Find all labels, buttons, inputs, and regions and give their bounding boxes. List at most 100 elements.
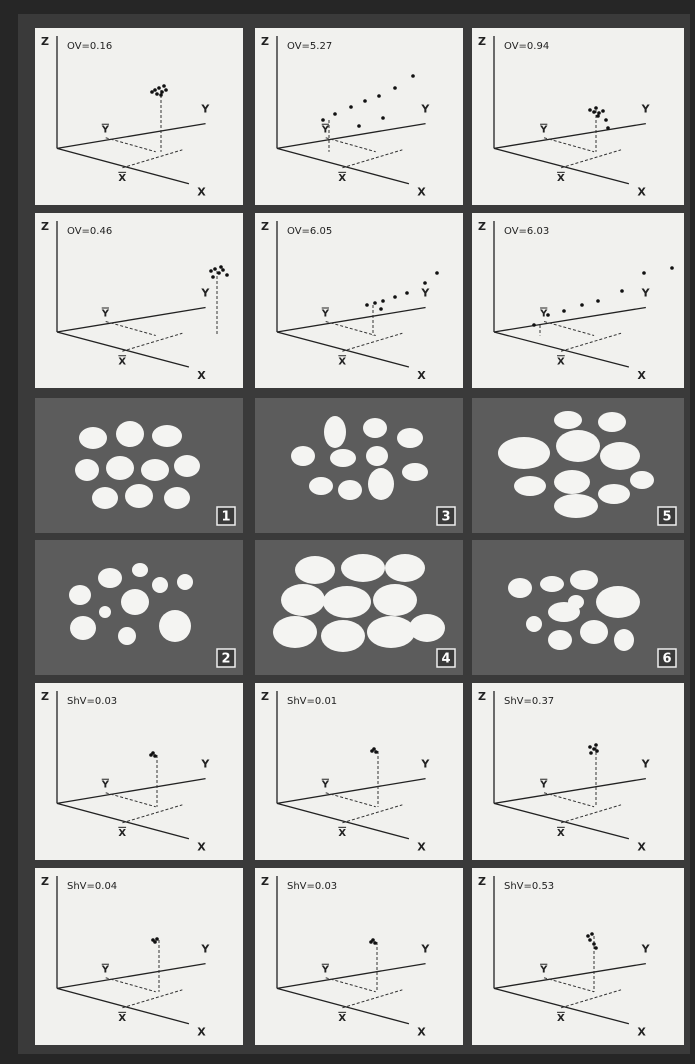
point — [589, 751, 593, 755]
point — [371, 938, 375, 942]
point — [155, 92, 159, 96]
particle — [556, 430, 600, 462]
particle — [132, 563, 148, 577]
point — [373, 941, 377, 945]
particle — [174, 455, 200, 477]
particle — [366, 446, 388, 466]
particle — [152, 425, 182, 447]
y-label: Y — [200, 287, 210, 300]
y-label: Y — [420, 102, 430, 115]
scatter-panel: ZXYYXOV=6.05 — [255, 213, 463, 388]
scatter-panel: ZXYYXOV=0.94 — [472, 28, 684, 205]
point — [596, 114, 600, 118]
point — [588, 108, 592, 112]
particle — [79, 427, 107, 449]
particle — [514, 476, 546, 496]
particle — [373, 584, 417, 616]
scatter-panel: ZXYYXShV=0.03 — [255, 868, 463, 1045]
point — [153, 88, 157, 92]
point — [393, 295, 397, 299]
index-label: OV=0.16 — [67, 41, 112, 52]
particle — [177, 574, 193, 590]
point — [365, 303, 369, 307]
panel-background — [255, 213, 463, 388]
sample-image: 5 — [472, 398, 684, 533]
particle — [596, 586, 640, 618]
x-label: X — [197, 186, 206, 199]
particle — [121, 589, 149, 615]
point — [379, 307, 383, 311]
z-label: Z — [478, 690, 486, 703]
particle — [338, 480, 362, 500]
particle — [159, 610, 191, 642]
particle — [598, 484, 630, 504]
scatter-panel: ZXYYXOV=0.46 — [35, 213, 243, 388]
x-mean-label: X — [557, 828, 565, 839]
point — [225, 273, 229, 277]
particle — [152, 577, 168, 593]
panel-background — [472, 213, 684, 388]
particle — [526, 616, 542, 632]
panel-background — [35, 213, 243, 388]
particle — [548, 630, 572, 650]
x-label: X — [417, 1026, 426, 1039]
point — [363, 99, 367, 103]
y-mean-label: Y — [101, 309, 110, 320]
point — [546, 313, 550, 317]
point — [150, 90, 154, 94]
index-label: ShV=0.03 — [67, 696, 117, 707]
x-mean-label: X — [118, 356, 126, 367]
point — [153, 940, 157, 944]
index-label: OV=5.27 — [287, 41, 332, 52]
particle — [600, 442, 640, 470]
z-label: Z — [478, 35, 486, 48]
point — [594, 106, 598, 110]
point — [162, 84, 166, 88]
image-background — [255, 398, 463, 533]
x-mean-label: X — [338, 1013, 346, 1024]
x-mean-label: X — [557, 173, 565, 184]
point — [606, 126, 610, 130]
y-mean-label: Y — [321, 780, 330, 791]
y-mean-label: Y — [101, 965, 110, 976]
particle — [70, 616, 96, 640]
index-label: OV=6.05 — [287, 226, 332, 237]
index-label: ShV=0.01 — [287, 696, 337, 707]
x-mean-label: X — [338, 356, 346, 367]
point — [211, 275, 215, 279]
scatter-panel: ZXYYXShV=0.04 — [35, 868, 243, 1045]
point — [333, 112, 337, 116]
particle — [75, 459, 99, 481]
particle — [281, 584, 325, 616]
point — [151, 751, 155, 755]
point — [381, 116, 385, 120]
panel-background — [35, 28, 243, 205]
particle — [141, 459, 169, 481]
point — [209, 269, 213, 273]
particle — [92, 487, 118, 509]
point — [580, 303, 584, 307]
y-mean-label: Y — [321, 309, 330, 320]
point — [164, 88, 168, 92]
point — [153, 754, 157, 758]
y-label: Y — [641, 757, 651, 770]
z-label: Z — [261, 690, 269, 703]
x-label: X — [637, 1026, 646, 1039]
z-label: Z — [41, 220, 49, 233]
particle — [598, 412, 626, 432]
point — [321, 118, 325, 122]
point — [435, 271, 439, 275]
point — [221, 268, 225, 272]
index-label: OV=6.03 — [504, 226, 549, 237]
y-mean-label: Y — [321, 125, 330, 136]
point — [381, 299, 385, 303]
panel-background — [35, 683, 243, 860]
point — [411, 74, 415, 78]
particle — [321, 620, 365, 652]
point — [159, 93, 163, 97]
point — [373, 301, 377, 305]
x-label: X — [197, 841, 206, 854]
x-label: X — [417, 186, 426, 199]
x-mean-label: X — [557, 356, 565, 367]
